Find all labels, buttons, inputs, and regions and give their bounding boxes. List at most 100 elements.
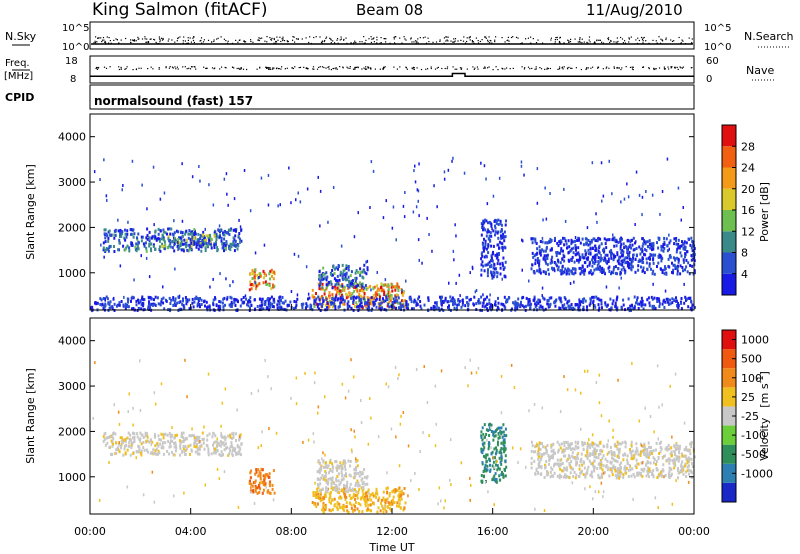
nave-dot — [587, 67, 589, 69]
nsky-dot — [220, 36, 222, 38]
power-echo-cell — [239, 240, 241, 244]
velocity-echo-cell — [131, 441, 134, 445]
power-echo-cell — [520, 300, 522, 304]
power-echo-cell — [574, 243, 577, 247]
power-echo-cell — [313, 305, 316, 308]
power-echo-cell — [417, 199, 419, 203]
power-echo-cell — [191, 297, 194, 301]
velocity-echo-cell — [504, 459, 507, 463]
velocity-echo-cell — [334, 460, 337, 463]
power-echo-cell — [607, 257, 610, 261]
velocity-echo-cell — [207, 451, 210, 455]
power-echo-cell — [594, 256, 597, 260]
power-echo-cell — [135, 242, 138, 246]
power-echo-cell — [249, 306, 251, 310]
power-echo-cell — [604, 303, 607, 307]
velocity-echo-cell — [157, 444, 160, 448]
power-echo-cell — [372, 287, 375, 291]
power-echo-cell — [496, 231, 499, 235]
velocity-echo-cell — [185, 447, 188, 451]
power-echo-cell — [141, 297, 143, 301]
nsky-dot — [586, 41, 588, 43]
power-echo-cell — [600, 298, 603, 302]
velocity-echo-cell — [657, 456, 660, 459]
power-echo-cell — [240, 298, 243, 302]
velocity-echo-cell — [495, 448, 498, 452]
power-echo-cell — [693, 306, 696, 309]
power-echo-cell — [632, 236, 635, 240]
velocity-echo-cell — [592, 464, 595, 468]
power-echo-cell — [339, 297, 342, 301]
power-echo-cell — [683, 240, 686, 244]
velocity-echo-cell — [342, 483, 345, 487]
power-echo-cell — [632, 256, 634, 260]
power-echo-cell — [595, 295, 598, 299]
power-echo-cell — [177, 230, 180, 234]
nave-dot — [420, 68, 423, 71]
power-echo-cell — [385, 199, 387, 203]
velocity-echo-cell — [130, 443, 133, 447]
power-echo-cell — [605, 246, 608, 250]
velocity-echo-cell — [189, 452, 191, 456]
power-echo-cell — [586, 226, 589, 230]
velocity-echo-cell — [140, 449, 143, 453]
power-echo-cell — [674, 265, 677, 269]
power-echo-cell — [212, 303, 215, 307]
power-echo-cell — [267, 203, 270, 207]
nsky-dot — [570, 38, 572, 40]
power-echo-cell — [213, 246, 216, 249]
power-echo-cell — [541, 306, 544, 310]
power-echo-cell — [594, 253, 597, 257]
power-echo-cell — [382, 283, 385, 287]
power-echo-cell — [543, 297, 546, 301]
power-echo-cell — [306, 187, 309, 191]
power-echo-cell — [376, 271, 378, 274]
power-echo-cell — [253, 276, 256, 280]
power-echo-cell — [377, 287, 380, 291]
nsky-dot — [271, 37, 273, 39]
velocity-echo-cell — [537, 447, 540, 451]
velocity-echo-cell — [225, 447, 227, 451]
nsky-dot — [445, 36, 447, 38]
power-echo-cell — [124, 307, 127, 311]
velocity-echo-cell — [578, 467, 581, 471]
power-echo-cell — [641, 237, 644, 241]
power-echo-cell — [213, 243, 216, 247]
power-echo-cell — [223, 233, 226, 237]
power-echo-cell — [572, 246, 575, 250]
power-echo-cell — [391, 226, 394, 230]
nave-dot — [342, 67, 344, 69]
power-echo-cell — [661, 245, 664, 249]
nsky-dot — [506, 39, 508, 42]
power-echo-cell — [612, 271, 615, 275]
nsky-dot — [280, 40, 282, 43]
power-echo-cell — [534, 305, 537, 309]
power-echo-cell — [124, 232, 127, 236]
power-echo-cell — [131, 244, 134, 247]
nsky-dot — [477, 40, 479, 42]
power-echo-cell — [523, 173, 525, 177]
power-echo-cell — [355, 301, 358, 305]
velocity-echo-cell — [399, 494, 402, 498]
nsky-dot — [563, 42, 565, 44]
power-echo-cell — [114, 233, 117, 237]
nave-dot — [278, 68, 280, 70]
power-echo-cell — [680, 301, 683, 305]
power-echo-cell — [204, 249, 207, 253]
power-echo-cell — [663, 268, 666, 272]
velocity-echo-cell — [358, 488, 361, 492]
power-echo-cell — [613, 236, 616, 240]
nave-dot — [225, 67, 227, 69]
nsky-dot — [135, 40, 137, 42]
nave-dot — [670, 66, 672, 68]
power-echo-cell — [366, 259, 369, 263]
power-echo-cell — [681, 240, 683, 244]
nsky-dot — [439, 40, 441, 42]
power-echo-cell — [455, 306, 458, 310]
power-echo-cell — [583, 261, 586, 264]
velocity-echo-cell — [202, 437, 205, 441]
nsky-dot — [554, 39, 556, 41]
power-echo-cell — [650, 244, 653, 248]
power-echo-cell — [228, 246, 231, 250]
velocity-echo-cell — [232, 446, 235, 450]
